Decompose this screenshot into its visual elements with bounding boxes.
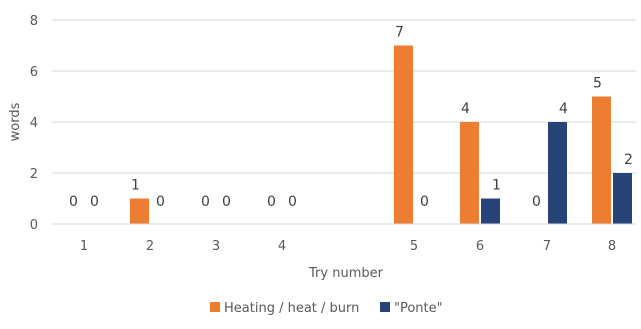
x-tick-label: 7: [543, 239, 551, 254]
legend: Heating / heat / burn "Ponte": [210, 301, 443, 316]
y-axis-title: words: [8, 102, 23, 141]
x-tick-label: 8: [608, 239, 616, 254]
bar-heating: [460, 122, 479, 224]
y-tick-label: 4: [30, 116, 38, 131]
bar-heating: [592, 96, 611, 224]
y-tick-label: 6: [30, 65, 38, 80]
data-label: 5: [593, 76, 602, 92]
x-tick-label: 1: [80, 239, 88, 254]
bar-ponte: [548, 122, 567, 224]
bar-ponte: [481, 198, 500, 224]
data-label: 0: [201, 194, 210, 210]
data-label: 0: [90, 194, 99, 210]
y-axis-ticks: 0 2 4 6 8: [30, 14, 38, 233]
y-tick-label: 8: [30, 14, 38, 29]
bar-heating: [130, 198, 149, 224]
bars: [130, 45, 632, 224]
data-label: 0: [420, 194, 429, 210]
data-label: 0: [532, 194, 541, 210]
data-label: 1: [492, 178, 501, 194]
x-axis-ticks: 1 2 3 4 5 6 7 8: [80, 239, 616, 254]
legend-label: "Ponte": [394, 301, 443, 316]
y-tick-label: 2: [30, 167, 38, 182]
x-tick-label: 3: [212, 239, 220, 254]
x-tick-label: 4: [278, 239, 286, 254]
x-tick-label: 6: [476, 239, 484, 254]
data-label: 1: [131, 178, 140, 194]
x-tick-label: 5: [410, 239, 418, 254]
data-label: 0: [267, 194, 276, 210]
legend-swatch: [380, 302, 390, 312]
legend-swatch: [210, 302, 220, 312]
data-label: 7: [395, 25, 404, 41]
data-label: 2: [624, 152, 633, 168]
x-tick-label: 2: [146, 239, 154, 254]
data-label: 0: [69, 194, 78, 210]
data-label: 0: [222, 194, 231, 210]
gridlines: [52, 19, 636, 174]
y-tick-label: 0: [30, 218, 38, 233]
data-label: 0: [288, 194, 297, 210]
legend-label: Heating / heat / burn: [224, 301, 359, 316]
x-axis-title: Try number: [308, 266, 384, 281]
data-label: 4: [461, 101, 470, 117]
bar-ponte: [613, 173, 632, 224]
data-label: 0: [156, 194, 165, 210]
data-label: 4: [559, 101, 568, 117]
bar-heating: [394, 45, 413, 224]
